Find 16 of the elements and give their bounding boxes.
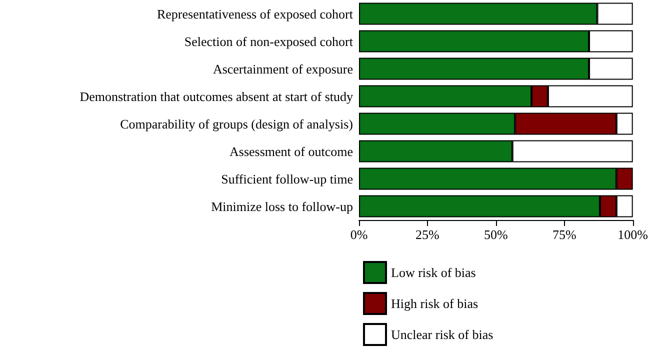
y-tick-label: Selection of non-exposed cohort: [184, 34, 354, 49]
y-tick-label: Comparability of groups (design of analysis): [120, 116, 353, 132]
x-tick-label: 0%: [350, 227, 368, 242]
y-tick-label: Assessment of outcome: [230, 144, 354, 159]
y-tick-label: Minimize loss to follow-up: [211, 198, 353, 214]
legend-label: Unclear risk of bias: [391, 327, 494, 342]
legend-label: High risk of bias: [391, 296, 478, 311]
y-tick-label: Representativeness of exposed cohort: [156, 6, 354, 22]
y-tick-label: Sufficient follow-up time: [221, 171, 354, 186]
legend-label: Low risk of bias: [391, 265, 476, 280]
x-tick-label: 75%: [552, 227, 576, 242]
y-tick-label: Demonstration that outcomes absent at start of study: [80, 88, 354, 104]
x-tick-label: 50%: [484, 227, 508, 242]
x-tick-label: 100%: [618, 227, 648, 242]
x-tick-label: 25%: [416, 227, 440, 242]
y-tick-label: Ascertainment of exposure: [212, 61, 354, 76]
